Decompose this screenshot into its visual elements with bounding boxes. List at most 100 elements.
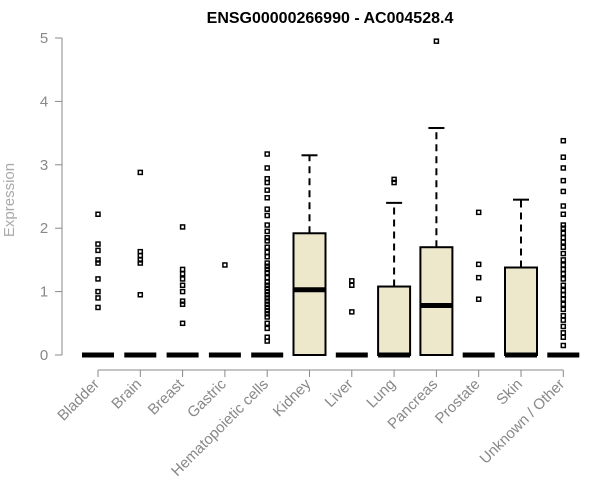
outlier-point bbox=[264, 269, 270, 276]
outlier-point bbox=[264, 234, 270, 241]
outlier-point bbox=[391, 176, 397, 183]
x-tick-label: Liver bbox=[322, 376, 357, 411]
outlier-point bbox=[560, 342, 567, 349]
box-group bbox=[462, 209, 495, 358]
outlier-point bbox=[560, 276, 567, 282]
outlier-point bbox=[264, 266, 270, 273]
outlier-point bbox=[560, 239, 567, 245]
outlier-point bbox=[95, 257, 101, 263]
outlier-point bbox=[264, 282, 270, 289]
outlier-point bbox=[560, 292, 567, 298]
y-tick-label: 4 bbox=[40, 93, 48, 110]
outlier-point bbox=[264, 212, 270, 219]
outlier-point bbox=[264, 260, 270, 266]
outlier-point bbox=[222, 262, 228, 268]
outlier-point bbox=[560, 301, 567, 308]
outlier-point bbox=[264, 295, 270, 301]
outlier-point bbox=[137, 169, 144, 176]
outlier-point bbox=[264, 325, 270, 332]
box-series bbox=[82, 38, 580, 358]
y-tick-label: 5 bbox=[40, 30, 48, 47]
outlier-point bbox=[560, 177, 567, 184]
outlier-point bbox=[179, 301, 186, 308]
outlier-point bbox=[264, 279, 270, 285]
outlier-point bbox=[95, 276, 101, 282]
y-tick-label: 3 bbox=[40, 157, 48, 174]
box-group bbox=[166, 224, 199, 358]
box-group bbox=[82, 211, 114, 358]
outlier-point bbox=[560, 296, 567, 302]
outlier-point bbox=[560, 266, 567, 273]
outlier-point bbox=[264, 151, 270, 157]
x-tick-label: Kidney bbox=[270, 375, 315, 420]
x-tick-label: Lung bbox=[363, 376, 399, 412]
x-tick-label: Brain bbox=[108, 376, 145, 413]
outlier-point bbox=[264, 244, 270, 250]
box-group bbox=[124, 169, 157, 358]
outlier-point bbox=[560, 222, 567, 228]
outlier-point bbox=[95, 211, 101, 218]
outlier-point bbox=[264, 285, 270, 292]
box-group bbox=[547, 137, 580, 358]
box-group bbox=[292, 154, 327, 356]
outlier-point bbox=[264, 195, 270, 201]
outlier-point bbox=[264, 304, 270, 311]
outlier-point bbox=[179, 271, 186, 277]
outlier-point bbox=[179, 320, 186, 327]
outlier-point bbox=[95, 241, 101, 247]
outlier-point bbox=[560, 287, 567, 294]
outlier-point bbox=[95, 295, 101, 301]
outlier-point bbox=[264, 253, 270, 260]
outlier-point bbox=[560, 154, 567, 160]
outlier-point bbox=[95, 247, 101, 254]
box-rect bbox=[292, 232, 327, 356]
outlier-point bbox=[264, 292, 270, 298]
x-tick-label: Bladder bbox=[54, 376, 103, 425]
outlier-point bbox=[475, 209, 482, 216]
box-rect bbox=[419, 246, 454, 356]
outlier-point bbox=[560, 250, 567, 257]
outlier-point bbox=[560, 330, 567, 336]
outlier-point bbox=[179, 224, 186, 230]
outlier-point bbox=[560, 230, 567, 237]
outlier-point bbox=[264, 206, 270, 212]
outlier-point bbox=[264, 228, 270, 235]
outlier-point bbox=[95, 304, 101, 311]
outlier-point bbox=[179, 288, 186, 295]
y-tick-label: 1 bbox=[40, 284, 48, 301]
y-tick-label: 2 bbox=[40, 220, 48, 237]
outlier-point bbox=[433, 38, 440, 44]
outlier-point bbox=[560, 334, 567, 340]
outlier-point bbox=[264, 165, 270, 171]
outlier-point bbox=[560, 137, 567, 144]
outlier-point bbox=[560, 262, 567, 268]
outlier-point bbox=[560, 244, 567, 250]
outlier-point bbox=[264, 320, 270, 327]
outlier-point bbox=[179, 298, 186, 304]
y-axis: 0 1 2 3 4 5 bbox=[40, 30, 63, 364]
outlier-point bbox=[179, 266, 186, 273]
outlier-point bbox=[264, 179, 270, 186]
outlier-point bbox=[137, 292, 144, 298]
box-group bbox=[377, 176, 412, 358]
outlier-point bbox=[560, 317, 567, 323]
outlier-point bbox=[264, 298, 270, 304]
outlier-point bbox=[264, 338, 270, 344]
outlier-point bbox=[475, 261, 482, 268]
box-group bbox=[251, 151, 284, 358]
y-axis-label: Expression bbox=[1, 163, 18, 237]
x-tick-label: Prostate bbox=[432, 376, 484, 428]
box-group bbox=[504, 198, 538, 358]
outlier-point bbox=[560, 306, 567, 313]
outlier-point bbox=[560, 271, 567, 277]
outlier-point bbox=[560, 257, 567, 263]
outlier-point bbox=[560, 312, 567, 319]
chart-title: ENSG00000266990 - AC004528.4 bbox=[207, 10, 454, 27]
outlier-point bbox=[264, 187, 270, 193]
outlier-point bbox=[137, 260, 144, 266]
outlier-point bbox=[179, 282, 186, 289]
outlier-point bbox=[560, 282, 567, 289]
